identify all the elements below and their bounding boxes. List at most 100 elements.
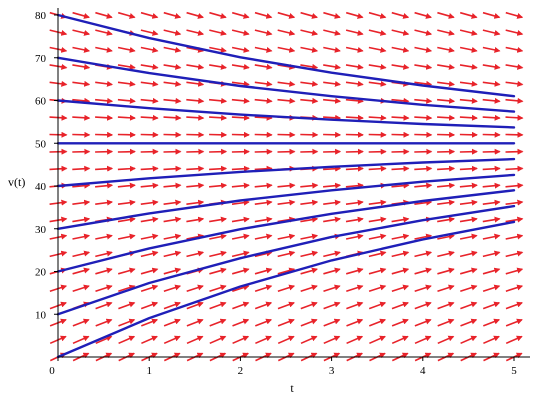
direction-arrow: [345, 97, 364, 104]
direction-arrow: [414, 233, 433, 240]
direction-arrow: [300, 250, 319, 258]
y-tick-label: 70: [35, 53, 47, 65]
direction-arrow: [346, 284, 364, 292]
direction-arrow: [117, 11, 136, 19]
direction-arrow: [437, 250, 455, 258]
direction-arrow: [482, 114, 501, 121]
x-tick-label: 1: [146, 365, 152, 377]
direction-arrow: [300, 335, 318, 345]
solution-curve: [56, 157, 516, 188]
direction-arrow: [140, 216, 159, 223]
direction-arrow: [117, 233, 136, 240]
direction-arrow: [368, 301, 387, 310]
direction-arrow: [72, 46, 91, 53]
direction-arrow: [437, 267, 455, 275]
direction-arrow: [209, 182, 228, 189]
solution-curve: [56, 99, 516, 129]
direction-arrow: [140, 165, 159, 172]
direction-arrow: [254, 11, 273, 19]
direction-arrow: [72, 97, 91, 104]
direction-arrow: [459, 233, 478, 240]
direction-arrow: [414, 250, 433, 258]
direction-arrow: [254, 165, 273, 172]
direction-arrow: [163, 63, 182, 70]
direction-arrow: [369, 335, 386, 345]
direction-arrow: [117, 97, 136, 104]
direction-arrow: [346, 335, 364, 345]
direction-arrow: [391, 63, 410, 70]
direction-arrow: [140, 46, 159, 53]
direction-arrow: [118, 301, 136, 310]
direction-arrow: [368, 29, 387, 36]
direction-arrow: [459, 46, 478, 53]
direction-arrow: [391, 301, 409, 310]
direction-arrow: [277, 11, 296, 19]
direction-arrow: [391, 250, 410, 258]
direction-arrow: [72, 80, 91, 87]
direction-arrow: [300, 80, 319, 87]
direction-arrow: [186, 335, 204, 345]
direction-arrow: [163, 165, 182, 172]
direction-arrow: [345, 267, 364, 275]
direction-arrow: [186, 301, 204, 310]
y-tick-label: 40: [35, 181, 47, 193]
y-tick-label: 20: [35, 267, 47, 279]
direction-arrow: [459, 97, 478, 104]
direction-arrow: [505, 182, 524, 189]
direction-arrow: [459, 29, 478, 36]
direction-arrow: [437, 97, 456, 104]
direction-arrow: [117, 63, 136, 70]
direction-arrow: [459, 114, 478, 121]
direction-arrow: [368, 233, 387, 240]
direction-arrow: [72, 284, 90, 292]
direction-arrow: [345, 216, 364, 223]
direction-arrow: [414, 11, 432, 19]
direction-arrow: [483, 318, 501, 327]
direction-arrow: [482, 301, 501, 310]
direction-arrow: [391, 318, 409, 327]
direction-arrow: [254, 233, 273, 240]
direction-arrow: [141, 335, 158, 345]
direction-arrow: [391, 335, 409, 345]
direction-arrow: [277, 80, 296, 87]
direction-arrow: [277, 216, 296, 223]
direction-arrow: [505, 80, 524, 87]
direction-arrow: [95, 267, 113, 275]
direction-arrow: [95, 250, 113, 258]
direction-arrow: [505, 199, 524, 206]
direction-arrow: [232, 301, 250, 310]
direction-arrow: [254, 80, 273, 87]
direction-arrow: [255, 335, 272, 345]
x-tick-label: 0: [49, 365, 55, 377]
direction-arrow: [459, 199, 478, 206]
direction-arrow: [140, 80, 159, 87]
direction-arrow: [368, 11, 387, 19]
direction-arrow: [186, 165, 205, 172]
direction-arrow: [95, 114, 114, 121]
direction-arrow: [277, 199, 296, 206]
direction-arrow: [277, 318, 295, 327]
y-tick-label: 80: [35, 10, 47, 22]
direction-arrow: [391, 182, 410, 189]
direction-arrow: [186, 114, 205, 121]
direction-arrow: [414, 114, 433, 121]
direction-arrow: [368, 199, 387, 206]
direction-arrow: [72, 165, 91, 172]
direction-arrow: [163, 29, 182, 36]
direction-arrow: [163, 233, 182, 240]
direction-arrow: [459, 267, 478, 275]
direction-arrow: [232, 335, 250, 345]
direction-arrow: [72, 267, 90, 275]
direction-arrow: [254, 182, 273, 189]
direction-arrow: [437, 11, 455, 19]
direction-arrow: [300, 233, 319, 240]
direction-arrow: [323, 165, 342, 172]
direction-arrow: [437, 165, 456, 172]
direction-arrow: [459, 11, 478, 19]
direction-arrow: [323, 11, 341, 19]
direction-arrow: [482, 284, 501, 292]
direction-arrow: [437, 199, 455, 206]
direction-arrow: [482, 182, 501, 189]
direction-arrow: [300, 46, 319, 53]
direction-arrow: [231, 63, 250, 70]
